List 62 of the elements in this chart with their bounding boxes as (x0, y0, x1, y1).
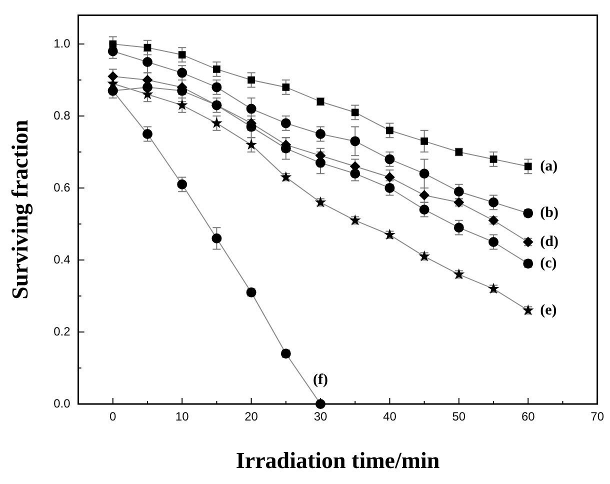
y-tick-label: 0.8 (54, 108, 71, 122)
y-tick-label: 0.6 (54, 180, 71, 194)
point (108, 71, 118, 82)
series-label: (c) (540, 255, 557, 272)
point (419, 190, 430, 200)
x-tick-label: 0 (110, 410, 117, 424)
point (384, 172, 395, 182)
point (210, 117, 222, 128)
x-axis-title: Irradiation time/min (236, 448, 440, 474)
point (212, 82, 222, 92)
point (177, 68, 188, 78)
x-tick-label: 70 (590, 410, 604, 424)
point (350, 136, 360, 146)
x-tick-label: 60 (521, 410, 536, 424)
point (351, 108, 359, 116)
point (109, 40, 117, 48)
point (454, 186, 464, 197)
point (419, 204, 430, 215)
point (178, 51, 186, 58)
x-tick-label: 50 (452, 410, 466, 424)
x-tick-label: 40 (383, 410, 397, 424)
series-label: (e) (540, 302, 557, 318)
point (142, 57, 152, 67)
point (316, 129, 326, 139)
point (177, 179, 188, 190)
point (384, 154, 395, 164)
point (282, 84, 290, 91)
point (350, 168, 360, 179)
y-tick-label: 0.4 (54, 252, 71, 266)
series-label: (b) (540, 205, 558, 222)
point (144, 44, 152, 52)
x-tick-label: 30 (314, 410, 328, 424)
point (490, 156, 498, 163)
point (488, 237, 499, 247)
point (212, 233, 222, 244)
y-tick-label: 0.0 (54, 396, 71, 410)
point (386, 126, 394, 134)
point (454, 222, 464, 233)
point (384, 183, 395, 193)
series-label: (f) (313, 372, 328, 388)
point (176, 99, 188, 110)
y-tick-label: 1.0 (54, 36, 71, 50)
y-tick-label: 0.2 (54, 324, 71, 338)
point (488, 197, 499, 208)
point (142, 82, 152, 92)
point (142, 129, 152, 139)
point (419, 168, 430, 179)
series-label: (d) (540, 234, 558, 250)
point (212, 100, 222, 110)
point (248, 76, 255, 84)
point (108, 46, 118, 56)
point (246, 104, 256, 114)
x-tick-label: 20 (244, 410, 258, 424)
point (246, 138, 258, 150)
point (213, 66, 220, 73)
point (316, 158, 326, 168)
point (280, 118, 291, 128)
x-tick-label: 10 (175, 410, 190, 424)
point (420, 138, 428, 145)
series-label: (a) (540, 158, 558, 174)
y-axis-title: Surviving fraction (8, 120, 34, 300)
point (524, 162, 532, 170)
